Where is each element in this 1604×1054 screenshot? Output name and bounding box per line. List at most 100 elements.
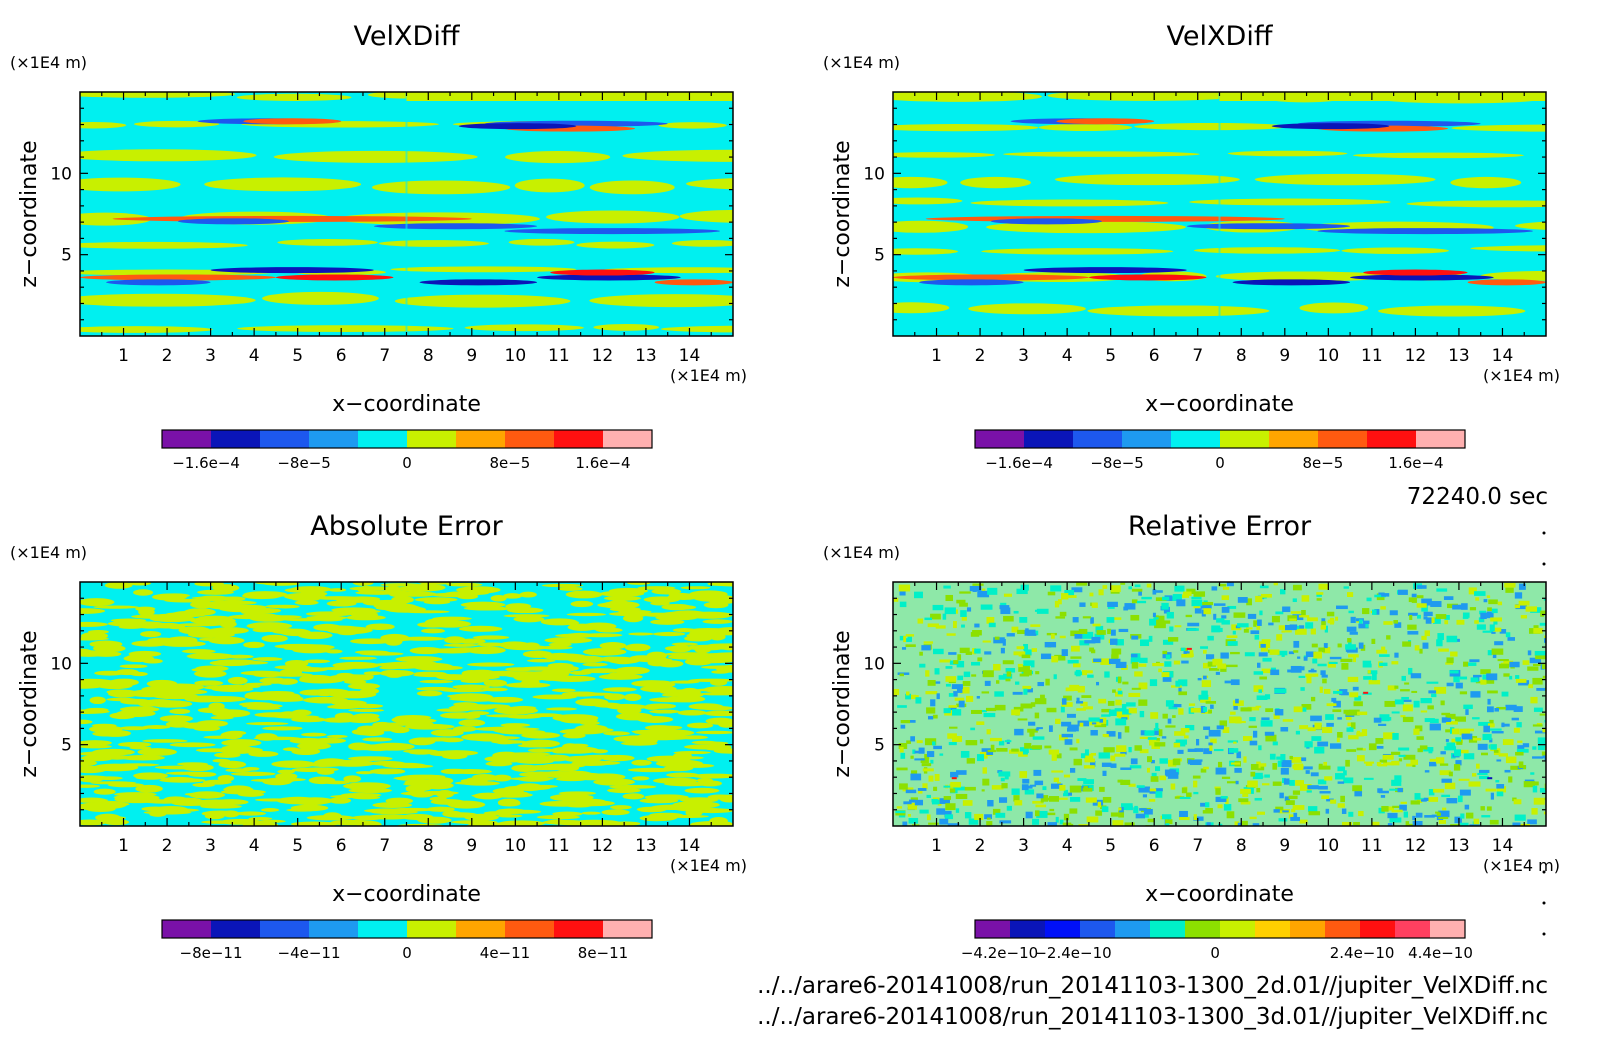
y-tick-label: 5: [874, 736, 885, 756]
x-tick-label: 3: [205, 836, 216, 856]
colorbar-tick-label: 2.4e−10: [1330, 944, 1395, 962]
colorbar-tick-label: −4e−11: [278, 944, 341, 962]
y-tick-label: 10: [50, 654, 72, 674]
x-tick-label: 5: [1105, 836, 1116, 856]
colorbar-tick-label: 1.6e−4: [1388, 454, 1443, 472]
colorbar-swatch: [554, 920, 604, 938]
x-tick-label: 10: [505, 346, 527, 366]
x-axis-label: x−coordinate: [1145, 882, 1294, 907]
colorbar-tick-label: 0: [402, 454, 412, 472]
x-tick-label: 7: [1192, 836, 1203, 856]
file-path-1: ../../arare6-20141008/run_20141103-1300_…: [757, 973, 1548, 999]
x-tick-label: 2: [162, 836, 173, 856]
colorbar-swatch: [407, 920, 457, 938]
y-tick-label: 5: [874, 246, 885, 266]
x-tick-label: 1: [118, 346, 129, 366]
colorbar-swatch: [1115, 920, 1151, 938]
y-tick-label: 10: [863, 164, 885, 184]
x-tick-label: 9: [1279, 836, 1290, 856]
x-tick-label: 12: [1405, 346, 1427, 366]
x-tick-label: 8: [1236, 346, 1247, 366]
x-tick-label: 13: [1448, 836, 1470, 856]
x-axis-label: x−coordinate: [1145, 392, 1294, 417]
colorbar-swatch: [603, 920, 653, 938]
time-label: 72240.0 sec: [1407, 484, 1548, 510]
panel-2: VelXDiff(×1E4 m)1 2 3 4 5 6 7 8 9 10 11 12 13 14510(×…: [823, 21, 1560, 472]
colorbar-swatch: [1318, 430, 1368, 448]
y-axis-label: z−coordinate: [17, 630, 42, 777]
x-tick-label: 6: [1149, 346, 1160, 366]
x-tick-label: 7: [379, 346, 390, 366]
colorbar-swatch: [1367, 430, 1417, 448]
x-tick-label: 9: [466, 836, 477, 856]
x-tick-label: 11: [548, 346, 570, 366]
colorbar-swatch: [1430, 920, 1466, 938]
x-tick-label: 5: [292, 836, 303, 856]
x-tick-label: 12: [1405, 836, 1427, 856]
y-unit-label: (×1E4 m): [10, 543, 87, 562]
heatmap-field: [80, 92, 733, 336]
x-tick-label: 2: [975, 836, 986, 856]
colorbar-swatch: [1080, 920, 1116, 938]
colorbar-tick-label: −8e−5: [277, 454, 330, 472]
colorbar-swatch: [1395, 920, 1431, 938]
x-tick-label: 11: [1361, 836, 1383, 856]
colorbar-swatch: [1220, 920, 1256, 938]
x-tick-label: 14: [679, 836, 701, 856]
x-unit-label: (×1E4 m): [670, 856, 747, 875]
colorbar-swatch: [162, 920, 212, 938]
colorbar-swatch: [1269, 430, 1319, 448]
colorbar-swatch: [1325, 920, 1361, 938]
colorbar-swatch: [1150, 920, 1186, 938]
x-tick-label: 4: [249, 836, 260, 856]
colorbar-swatch: [1416, 430, 1466, 448]
heatmap-field: [80, 582, 733, 826]
colorbar-swatch: [1360, 920, 1396, 938]
y-axis-label: z−coordinate: [830, 140, 855, 287]
x-tick-label: 8: [423, 346, 434, 366]
colorbar-tick-label: 8e−5: [1302, 454, 1343, 472]
colorbar-swatch: [211, 430, 261, 448]
panel-4: Relative Error(×1E4 m)1 2 3 4 5 6 7 8 9 10 11 12 13 1…: [823, 511, 1560, 962]
heatmap-field: [893, 582, 1546, 826]
y-tick-label: 5: [61, 246, 72, 266]
colorbar-swatch: [975, 920, 1011, 938]
panel-title: Relative Error: [1128, 511, 1312, 542]
x-tick-label: 3: [205, 346, 216, 366]
edge-dots: [1542, 531, 1546, 936]
colorbar-swatch: [358, 920, 408, 938]
colorbar-tick-label: 4e−11: [480, 944, 530, 962]
colorbar-tick-label: −8e−11: [180, 944, 243, 962]
x-tick-label: 11: [1361, 346, 1383, 366]
x-tick-label: 1: [118, 836, 129, 856]
colorbar-swatch: [1045, 920, 1081, 938]
x-tick-label: 5: [1105, 346, 1116, 366]
x-tick-label: 8: [1236, 836, 1247, 856]
x-tick-label: 11: [548, 836, 570, 856]
y-unit-label: (×1E4 m): [10, 53, 87, 72]
colorbar-swatch: [975, 430, 1025, 448]
y-tick-label: 10: [863, 654, 885, 674]
colorbar-swatch: [260, 430, 310, 448]
y-unit-label: (×1E4 m): [823, 543, 900, 562]
colorbar: [974, 919, 1466, 939]
colorbar-swatch: [309, 430, 359, 448]
colorbar-swatch: [1255, 920, 1291, 938]
panel-3: Absolute Error(×1E4 m)1 2 3 4 5 6 7 8 9 10 11 12 13 1…: [10, 511, 747, 962]
colorbar-tick-label: −4.2e−10: [961, 944, 1038, 962]
colorbar-tick-label: −8e−5: [1090, 454, 1143, 472]
colorbar-tick-label: 0: [1210, 944, 1220, 962]
x-axis-label: x−coordinate: [332, 882, 481, 907]
x-tick-label: 4: [249, 346, 260, 366]
x-tick-label: 1: [931, 346, 942, 366]
x-tick-label: 14: [1492, 836, 1514, 856]
x-tick-label: 8: [423, 836, 434, 856]
colorbar-swatch: [211, 920, 261, 938]
x-tick-label: 1: [931, 836, 942, 856]
colorbar-swatch: [554, 430, 604, 448]
x-tick-label: 4: [1062, 346, 1073, 366]
panel-1: VelXDiff(×1E4 m)1 2 3 4 5 6 7 8 9 10 11 12 13 14510(×…: [10, 21, 747, 472]
x-axis-label: x−coordinate: [332, 392, 481, 417]
x-tick-label: 13: [635, 836, 657, 856]
